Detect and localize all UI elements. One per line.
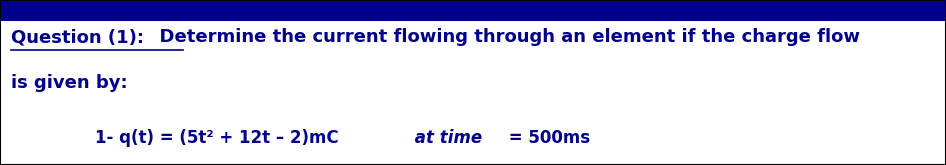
FancyBboxPatch shape <box>0 0 946 21</box>
Text: = 500ms: = 500ms <box>503 129 590 147</box>
Text: is given by:: is given by: <box>11 74 128 92</box>
Text: 1- q(t) = (5t² + 12t – 2)mC: 1- q(t) = (5t² + 12t – 2)mC <box>95 129 339 147</box>
Text: Question (1):: Question (1): <box>11 28 145 46</box>
Text: Determine the current flowing through an element if the charge flow: Determine the current flowing through an… <box>147 28 860 46</box>
Text: at time: at time <box>409 129 482 147</box>
